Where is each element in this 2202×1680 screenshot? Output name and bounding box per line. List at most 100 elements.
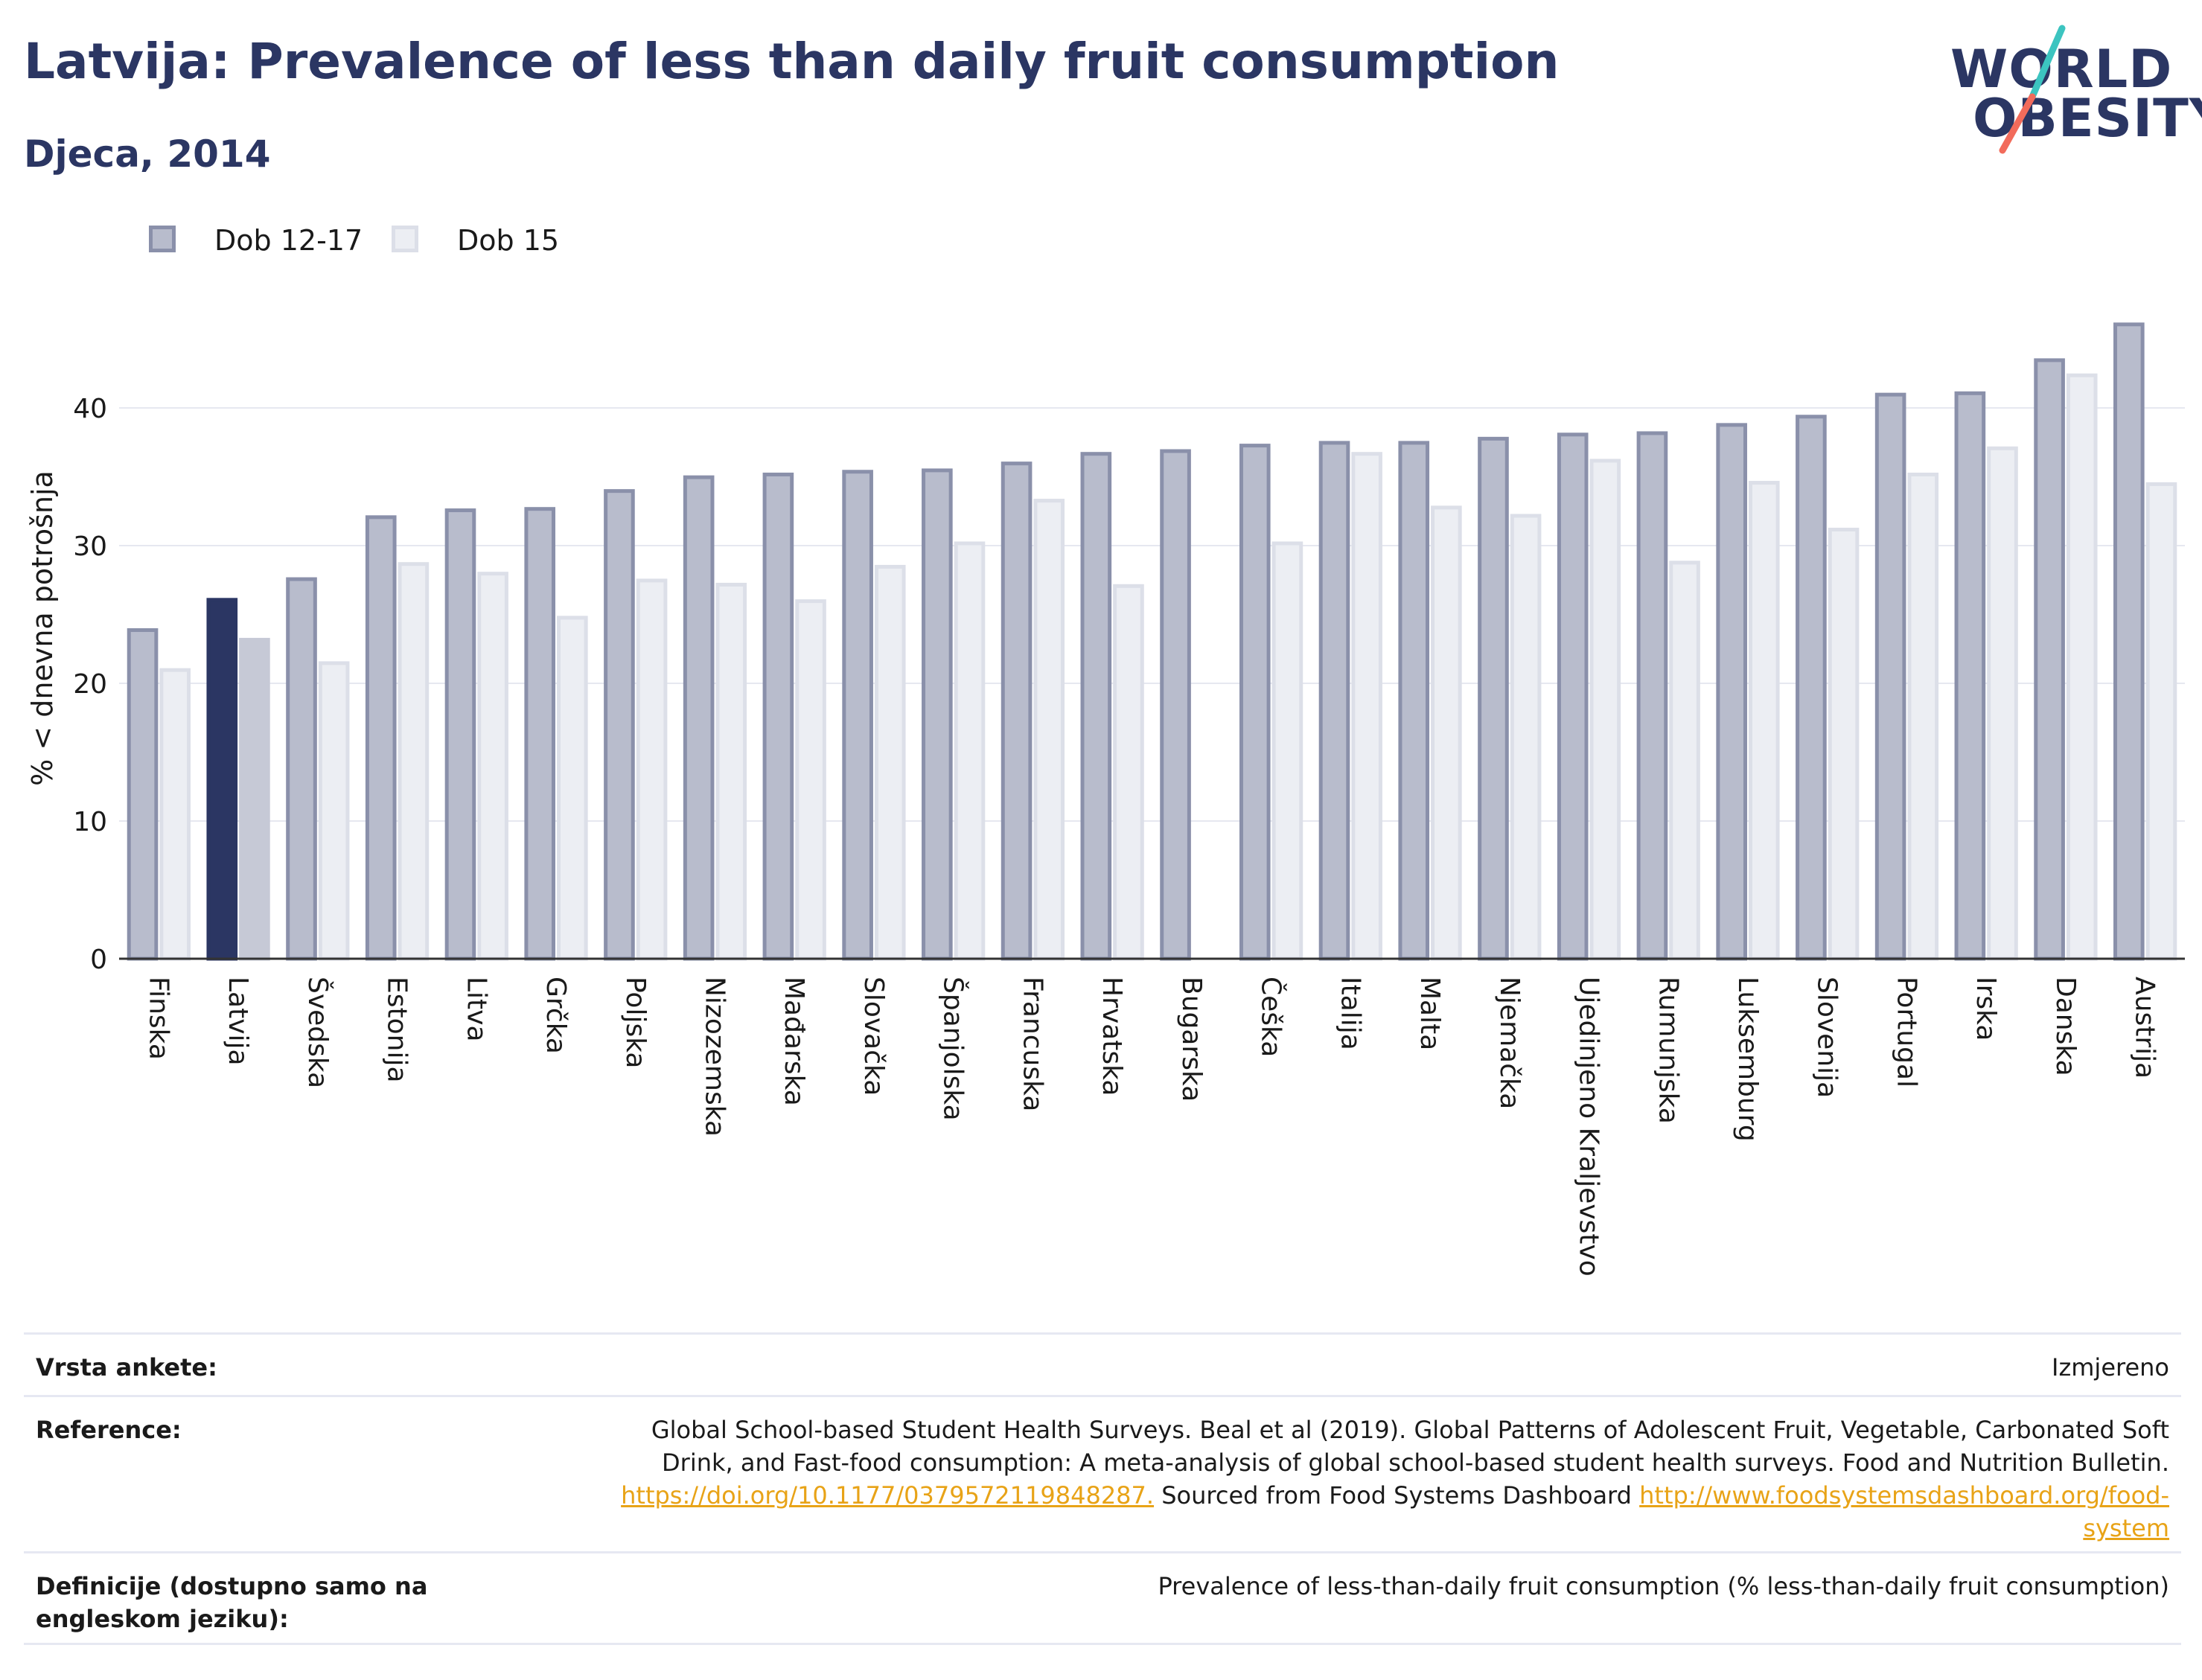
bar-series-2 xyxy=(1113,584,1144,961)
x-tick-label: Švedska xyxy=(302,977,334,1088)
bar-series-1 xyxy=(1478,436,1509,961)
info-table: Vrsta ankete: Izmjereno Reference: Globa… xyxy=(24,1332,2181,1645)
bar-series-1 xyxy=(1239,444,1271,961)
x-tick-label: Nizozemska xyxy=(699,977,730,1137)
legend-swatch-series-1 xyxy=(149,226,176,252)
x-tick-label: Hrvatska xyxy=(1097,977,1127,1096)
bar-series-1 xyxy=(1080,452,1112,961)
x-tick-label: Danska xyxy=(2050,977,2081,1076)
references-value: Global School-based Student Health Surve… xyxy=(606,1414,2169,1545)
bar-series-1 xyxy=(1636,431,1668,961)
x-tick-label: Njemačka xyxy=(1494,977,1525,1109)
x-tick-label: Finska xyxy=(143,977,173,1060)
y-tick-label: 20 xyxy=(73,669,107,700)
bar-series-2 xyxy=(1907,472,1939,961)
x-tick-label: Luksemburg xyxy=(1732,977,1763,1142)
bar-series-1 xyxy=(1001,461,1033,961)
legend-label-series-1: Dob 12-17 xyxy=(214,224,363,257)
bar-series-1 xyxy=(1716,423,1747,961)
x-tick-label: Grčka xyxy=(540,977,571,1054)
bar-series-1 xyxy=(2113,322,2145,961)
bar-series-2 xyxy=(1271,541,1303,961)
x-tick-label: Mađarska xyxy=(779,977,809,1106)
references-label: Reference: xyxy=(36,1416,182,1444)
x-tick-label: Bugarska xyxy=(1176,977,1207,1102)
page-subtitle: Djeca, 2014 xyxy=(24,132,271,176)
x-tick-label: Češka xyxy=(1256,977,1287,1057)
info-row-definitions: Definicije (dostupno samo na engleskom j… xyxy=(24,1551,2181,1645)
x-tick-label: Malta xyxy=(1414,977,1445,1050)
x-tick-label: Italija xyxy=(1335,977,1365,1050)
bar-series-1 xyxy=(922,468,953,961)
bar-series-1 xyxy=(1796,415,1827,961)
x-tick-label: Poljska xyxy=(620,977,651,1069)
bar-series-2 xyxy=(1351,452,1382,961)
bar-series-1 xyxy=(1557,432,1589,961)
references-doi-link[interactable]: https://doi.org/10.1177/0379572119848287… xyxy=(621,1481,1155,1510)
bar-series-2 xyxy=(398,562,430,961)
bar-series-2 xyxy=(1510,514,1542,961)
bar-series-2 xyxy=(239,637,270,961)
logo-text-world: WORLD xyxy=(1950,39,2173,100)
bar-series-2 xyxy=(2145,482,2177,961)
x-tick-label: Irska xyxy=(1970,977,2001,1041)
bar-series-1 xyxy=(206,598,238,961)
definitions-value: Prevalence of less-than-daily fruit cons… xyxy=(1158,1572,2169,1600)
bar-series-2 xyxy=(1748,481,1780,961)
bar-chart: 0 10 20 30 40 % < dnevna potrošnja Finska Latvi… xyxy=(26,322,2185,1277)
bar-series-1 xyxy=(1874,392,1906,961)
bar-series-1 xyxy=(762,472,794,961)
bar-series-2 xyxy=(159,668,191,961)
x-tick-label: Ujedinjeno Kraljevstvo xyxy=(1574,977,1604,1277)
bar-series-2 xyxy=(1669,560,1700,961)
bar-series-1 xyxy=(2034,358,2065,961)
bar-series-2 xyxy=(1431,505,1462,961)
bar-series-1 xyxy=(683,475,715,961)
bar-series-2 xyxy=(1987,446,2018,961)
y-axis-title: % < dnevna potrošnja xyxy=(26,470,59,786)
definitions-label: Definicije (dostupno samo na engleskom j… xyxy=(36,1572,428,1633)
bar-series-2 xyxy=(477,572,508,961)
bar-series-2 xyxy=(1589,459,1621,961)
bar-series-2 xyxy=(795,599,826,961)
x-tick-label: Španjolska xyxy=(938,977,969,1121)
bar-series-2 xyxy=(2066,373,2098,961)
bar-series-1 xyxy=(524,507,556,961)
survey-type-value: Izmjereno xyxy=(2052,1353,2169,1382)
y-tick-label: 40 xyxy=(73,394,107,424)
bar-series-2 xyxy=(954,541,986,961)
bar-series-2 xyxy=(318,661,350,961)
bar-series-2 xyxy=(1828,527,1860,961)
legend-swatch-series-2 xyxy=(392,226,418,252)
info-row-survey-type: Vrsta ankete: Izmjereno xyxy=(24,1332,2181,1395)
x-tick-label: Estonija xyxy=(382,977,412,1083)
x-tick-label: Austrija xyxy=(2130,977,2160,1079)
references-sourced-text: Sourced from Food Systems Dashboard xyxy=(1161,1481,1632,1510)
bar-series-2 xyxy=(715,582,747,961)
legend-label-series-2: Dob 15 xyxy=(457,224,560,257)
y-tick-label: 0 xyxy=(90,945,107,975)
x-tick-label: Francuska xyxy=(1017,977,1047,1111)
y-tick-label: 10 xyxy=(73,807,107,837)
bar-series-1 xyxy=(1160,449,1191,961)
x-tick-label: Portugal xyxy=(1891,977,1921,1087)
bar-series-1 xyxy=(127,628,159,961)
bar-series-1 xyxy=(365,515,397,961)
world-obesity-logo: WORLD OBESITY xyxy=(1943,22,2202,156)
bar-series-2 xyxy=(874,564,906,961)
bar-series-1 xyxy=(604,489,635,961)
x-tick-label: Litva xyxy=(461,977,491,1042)
info-row-references: Reference: Global School-based Student H… xyxy=(24,1395,2181,1551)
references-text: Global School-based Student Health Surve… xyxy=(651,1416,2169,1477)
x-tick-label: Latvija xyxy=(223,977,253,1066)
bar-series-1 xyxy=(842,470,873,961)
logo-slash-icon xyxy=(1999,25,2066,154)
x-tick-label: Rumunjska xyxy=(1653,977,1683,1124)
x-tick-label: Slovačka xyxy=(858,977,889,1096)
references-dashboard-link[interactable]: http://www.foodsystemsdashboard.org/food… xyxy=(1639,1481,2169,1542)
y-tick-label: 30 xyxy=(73,531,107,562)
bar-series-1 xyxy=(1398,441,1430,961)
bar-series-2 xyxy=(557,616,588,961)
bar-series-2 xyxy=(1033,499,1065,961)
bar-series-1 xyxy=(1954,391,1986,961)
